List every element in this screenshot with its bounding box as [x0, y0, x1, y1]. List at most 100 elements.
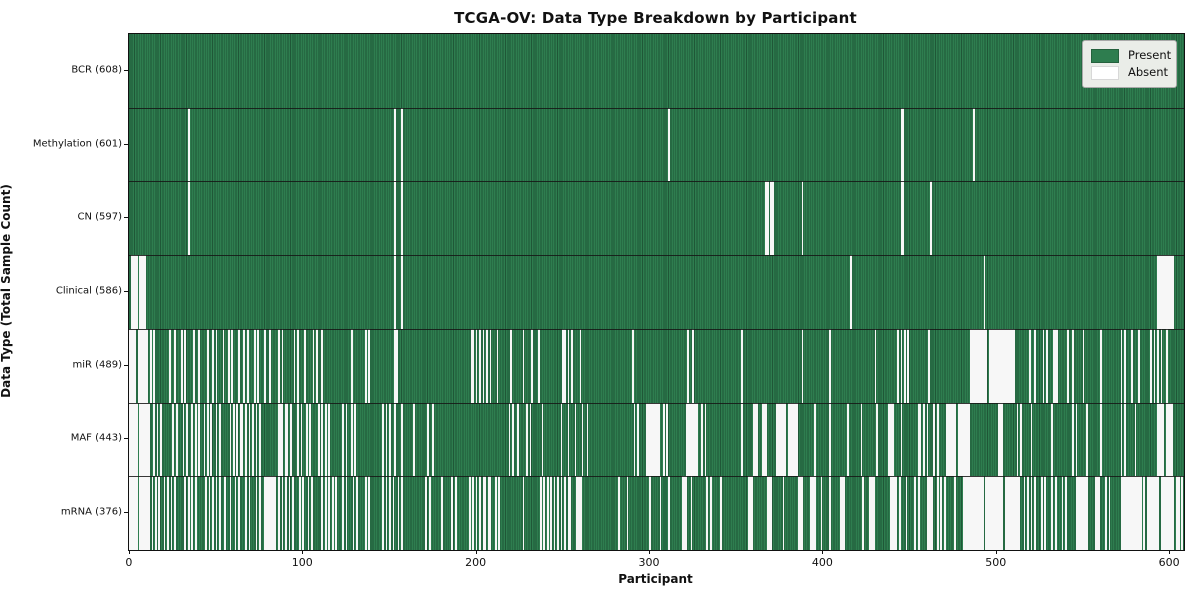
y-tick-mark — [124, 217, 128, 219]
absent-stripe — [907, 328, 910, 403]
absent-stripe — [428, 476, 431, 550]
absent-stripe — [943, 476, 946, 550]
absent-stripe — [1131, 328, 1133, 403]
legend: Present Absent — [1082, 40, 1177, 88]
absent-stripe — [300, 402, 303, 477]
absent-stripe — [798, 476, 804, 550]
absent-stripe — [382, 476, 384, 550]
legend-swatch-present — [1091, 48, 1119, 63]
absent-stripe — [186, 402, 188, 477]
absent-stripe — [1160, 328, 1163, 403]
absent-stripe — [933, 402, 936, 477]
absent-stripe — [248, 402, 251, 477]
absent-stripe — [564, 476, 566, 550]
absent-stripe — [364, 328, 367, 403]
legend-entry-absent: Absent — [1091, 64, 1168, 81]
absent-stripe — [1108, 476, 1111, 550]
absent-stripe — [529, 402, 532, 477]
heatmap-row-mRNA — [129, 476, 1184, 550]
absent-stripe — [305, 402, 308, 477]
absent-stripe — [957, 402, 970, 477]
x-tick-mark — [822, 550, 824, 554]
absent-stripe — [234, 476, 237, 550]
absent-stripe — [900, 107, 904, 182]
y-tick-label-BCR: BCR (608) — [71, 64, 122, 76]
legend-swatch-absent — [1091, 65, 1119, 80]
absent-stripe — [539, 476, 542, 550]
heatmap-row-CN — [129, 181, 1184, 256]
absent-stripe — [1034, 328, 1036, 403]
absent-stripe — [1042, 328, 1045, 403]
absent-stripe — [291, 476, 294, 550]
absent-stripe — [576, 476, 582, 550]
absent-stripe — [149, 328, 152, 403]
absent-stripe — [633, 402, 636, 477]
absent-stripe — [475, 328, 478, 403]
absent-stripe — [222, 328, 225, 403]
x-tick-label-300: 300 — [638, 556, 660, 569]
absent-stripe — [427, 402, 429, 477]
absent-stripe — [985, 476, 1003, 550]
absent-stripe — [479, 328, 481, 403]
absent-stripe — [1030, 402, 1033, 477]
absent-stripe — [354, 402, 357, 477]
chart-title: TCGA-OV: Data Type Breakdown by Particip… — [454, 9, 857, 27]
absent-stripe — [307, 476, 310, 550]
absent-stripe — [1016, 402, 1019, 477]
absent-stripe — [255, 402, 258, 477]
absent-stripe — [451, 476, 454, 550]
absent-stripe — [579, 328, 582, 403]
y-tick-mark — [124, 438, 128, 440]
absent-stripe — [257, 328, 260, 403]
absent-stripe — [862, 476, 865, 550]
absent-stripe — [245, 402, 247, 477]
absent-stripe — [900, 402, 903, 477]
y-tick-label-Methylation: Methylation (601) — [32, 138, 122, 150]
absent-stripe — [208, 476, 211, 550]
absent-stripe — [207, 328, 209, 403]
x-axis-label: Participant — [618, 572, 693, 586]
absent-stripe — [255, 476, 258, 550]
absent-stripe — [512, 402, 514, 477]
absent-stripe — [174, 476, 176, 550]
absent-stripe — [701, 402, 703, 477]
absent-stripe — [1124, 402, 1126, 477]
x-tick-mark — [475, 550, 477, 554]
absent-stripe — [425, 476, 428, 550]
absent-stripe — [486, 328, 488, 403]
absent-stripe — [685, 402, 698, 477]
y-axis-label: Data Type (Total Sample Count) — [0, 184, 13, 398]
absent-stripe — [187, 476, 190, 550]
absent-stripe — [1061, 476, 1064, 550]
absent-stripe — [541, 402, 544, 477]
absent-stripe — [1075, 476, 1088, 550]
absent-stripe — [1157, 402, 1165, 477]
absent-stripe — [1030, 476, 1033, 550]
absent-stripe — [385, 476, 388, 550]
absent-stripe — [626, 476, 629, 550]
absent-stripe — [928, 328, 930, 403]
absent-stripe — [174, 328, 176, 403]
absent-stripe — [345, 476, 348, 550]
absent-stripe — [248, 476, 251, 550]
absent-stripe — [392, 476, 395, 550]
absent-stripe — [290, 402, 292, 477]
absent-stripe — [1143, 476, 1145, 550]
absent-stripe — [1134, 402, 1137, 477]
legend-entry-present: Present — [1091, 47, 1171, 64]
absent-stripe — [207, 402, 209, 477]
absent-stripe — [1157, 328, 1159, 403]
absent-stripe — [352, 476, 355, 550]
absent-stripe — [350, 328, 353, 403]
absent-stripe — [930, 181, 932, 256]
absent-stripe — [1120, 328, 1123, 403]
absent-stripe — [839, 476, 846, 550]
absent-stripe — [741, 402, 743, 477]
absent-stripe — [285, 476, 287, 550]
absent-stripe — [574, 402, 577, 477]
x-tick-mark — [648, 550, 650, 554]
absent-stripe — [560, 476, 563, 550]
absent-stripe — [170, 476, 173, 550]
absent-stripe — [297, 328, 299, 403]
absent-stripe — [813, 402, 816, 477]
